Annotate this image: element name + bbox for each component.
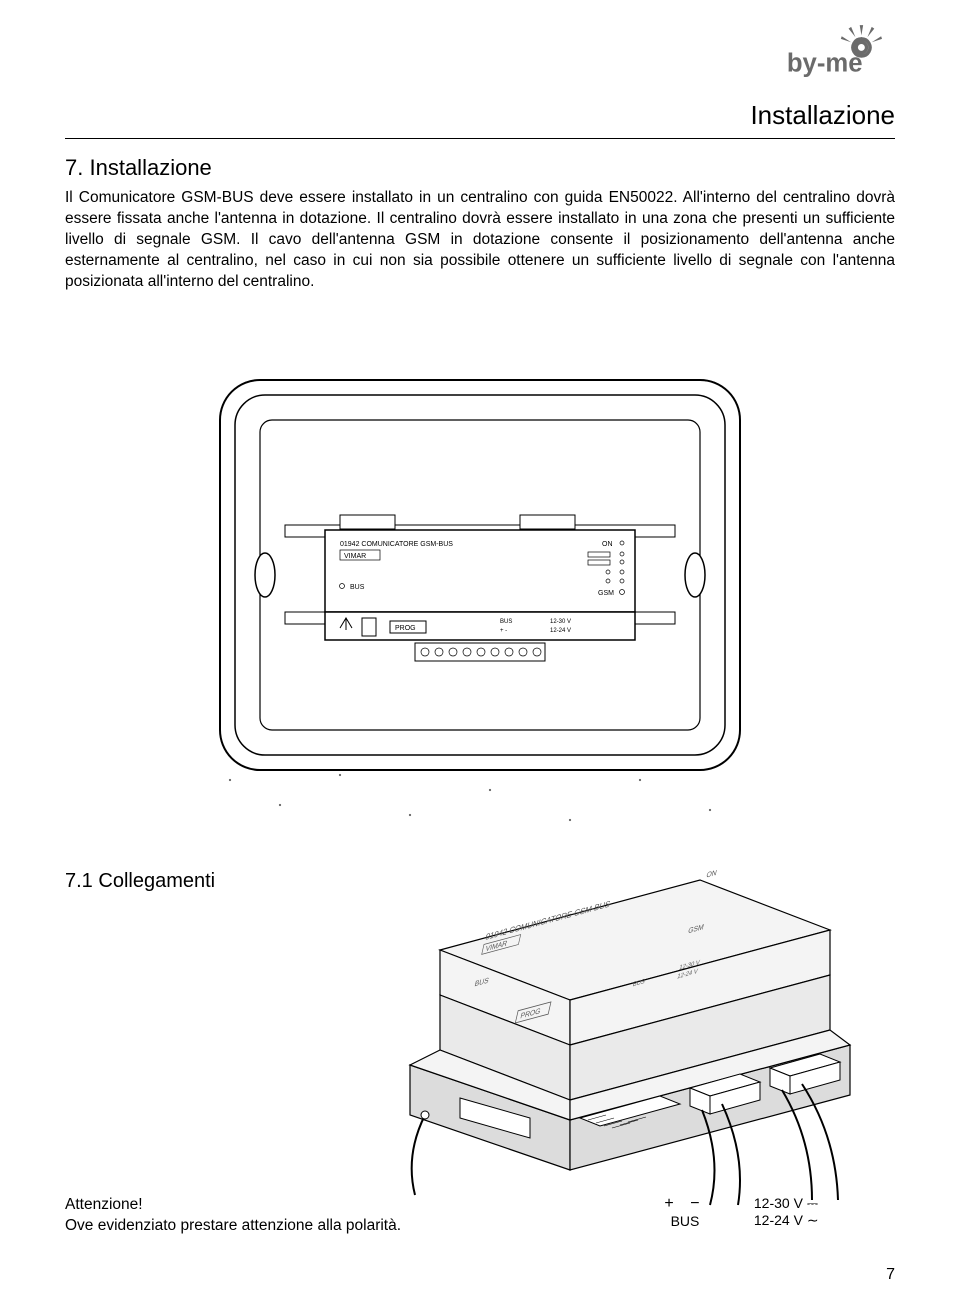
- logo-text: by-me: [787, 49, 863, 77]
- attention-text: Ove evidenziato prestare attenzione alla…: [65, 1216, 401, 1237]
- module-gsm-label: GSM: [598, 590, 614, 597]
- figure-wiring: 01942 COMUNICATORE GSM-BUS VIMAR BUS ON …: [330, 870, 870, 1210]
- brand-logo: by-me: [780, 20, 900, 80]
- attention-heading: Attenzione!: [65, 1195, 401, 1216]
- subsection-number: 7.1: [65, 870, 93, 892]
- page-number: 7: [886, 1266, 895, 1284]
- section-heading: 7. Installazione: [65, 155, 212, 181]
- svg-text:ON: ON: [706, 870, 718, 880]
- volt-line-1-suffix: ⎓: [807, 1195, 818, 1211]
- svg-text:12-24 V: 12-24 V: [550, 628, 571, 634]
- module-bus-label: BUS: [350, 584, 365, 591]
- module-on-label: ON: [602, 541, 613, 548]
- module-model-label: 01942 COMUNICATORE GSM-BUS: [340, 541, 453, 548]
- volt-line-2-suffix: ∼: [807, 1212, 819, 1228]
- section-number: 7.: [65, 155, 83, 180]
- footer-labels: + − BUS 12-30 V ⎓ 12-24 V ∼: [650, 1195, 900, 1229]
- figure-enclosure: 01942 COMUNICATORE GSM-BUS VIMAR ON BUS …: [190, 360, 770, 840]
- subsection-heading: 7.1 Collegamenti: [65, 870, 215, 893]
- section-paragraph: Il Comunicatore GSM-BUS deve essere inst…: [65, 188, 895, 293]
- subsection-title: Collegamenti: [98, 870, 215, 892]
- module-vendor-label: VIMAR: [344, 553, 366, 560]
- volt-line-1: 12-30 V: [754, 1195, 803, 1211]
- polarity-symbols: + −: [650, 1195, 720, 1213]
- volt-line-2: 12-24 V: [754, 1212, 803, 1228]
- svg-text:12-30 V: 12-30 V: [550, 619, 571, 625]
- page-title: Installazione: [750, 100, 895, 131]
- module-prog-label: PROG: [395, 625, 416, 632]
- svg-text:+ -: + -: [500, 628, 507, 634]
- bus-label: BUS: [650, 1213, 720, 1229]
- title-divider: [65, 138, 895, 139]
- svg-text:BUS: BUS: [500, 619, 512, 625]
- attention-block: Attenzione! Ove evidenziato prestare att…: [65, 1195, 401, 1237]
- section-title: Installazione: [89, 155, 211, 180]
